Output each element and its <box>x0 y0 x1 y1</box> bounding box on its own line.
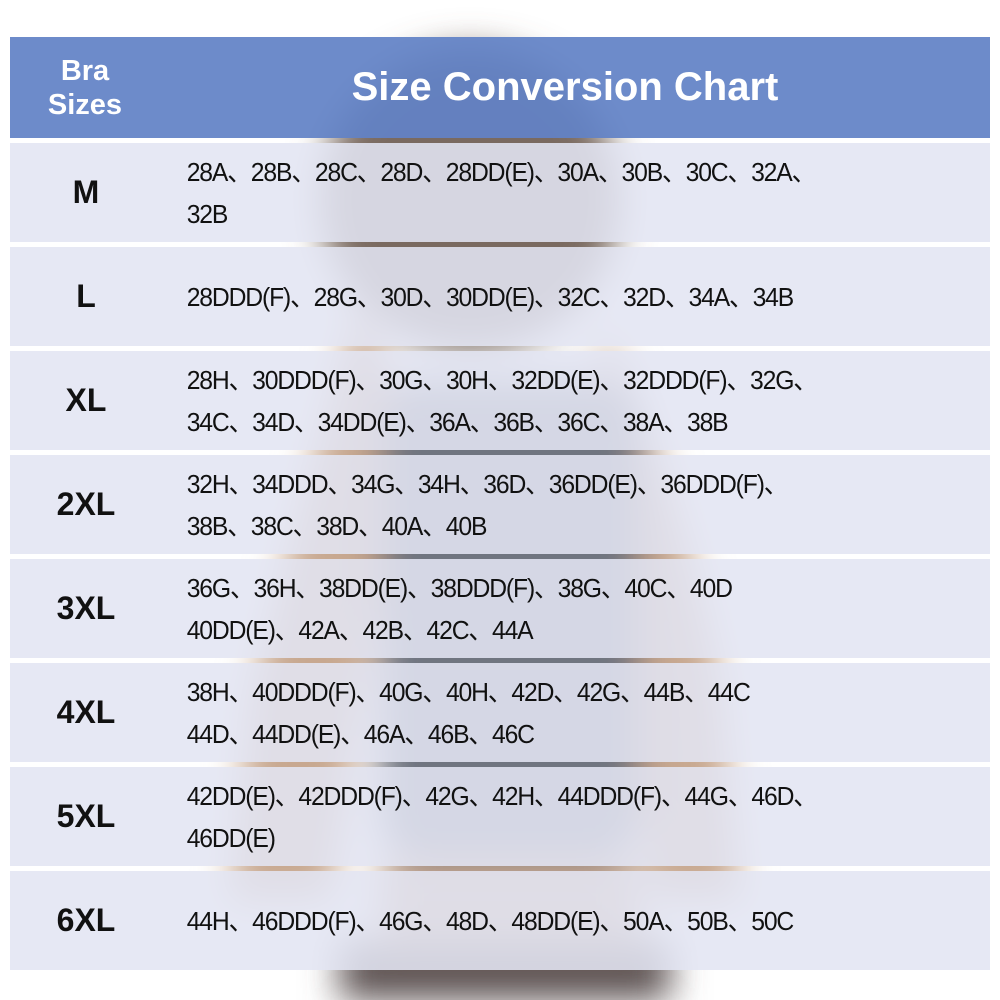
bra-size-list: 28H、30DDD(F)、30G、30H、32DD(E)、32DDD(F)、32… <box>162 359 818 443</box>
bra-size-line: 42DD(E)、42DDD(F)、42G、42H、44DDD(F)、44G、46… <box>186 780 818 811</box>
bra-size-line: 32B <box>186 198 229 229</box>
bra-size-line: 32H、34DDD、34G、34H、36D、36DD(E)、36DDD(F)、 <box>186 468 789 499</box>
table-row: 2XL 32H、34DDD、34G、34H、36D、36DD(E)、36DDD(F… <box>10 455 990 554</box>
size-conversion-table: Bra Sizes Size Conversion Chart M 28A、28B… <box>10 37 990 970</box>
bra-size-line: 28DDD(F)、28G、30D、30DD(E)、32C、32D、34A、34B <box>186 281 795 312</box>
size-label: 2XL <box>56 486 116 522</box>
size-label: XL <box>65 382 107 418</box>
bra-size-line: 36G、36H、38DD(E)、38DDD(F)、38G、40C、40D <box>186 572 733 603</box>
bra-size-line: 38H、40DDD(F)、40G、40H、42D、42G、44B、44C <box>186 676 751 707</box>
table-header: Bra Sizes Size Conversion Chart <box>10 37 990 138</box>
bra-size-line: 40DD(E)、42A、42B、42C、44A <box>186 614 534 645</box>
size-label: L <box>76 278 96 314</box>
table-row: L 28DDD(F)、28G、30D、30DD(E)、32C、32D、34A、34… <box>10 247 990 346</box>
size-label: 4XL <box>56 694 116 730</box>
table-row: 3XL 36G、36H、38DD(E)、38DDD(F)、38G、40C、40D 4… <box>10 559 990 658</box>
bra-size-line: 28A、28B、28C、28D、28DD(E)、30A、30B、30C、32A、 <box>186 156 817 187</box>
bra-size-list: 44H、46DDD(F)、46G、48D、48DD(E)、50A、50B、50C <box>162 900 795 942</box>
bra-size-list: 32H、34DDD、34G、34H、36D、36DD(E)、36DDD(F)、 3… <box>162 463 789 547</box>
bra-size-line: 38B、38C、38D、40A、40B <box>186 510 488 541</box>
size-label: 5XL <box>56 798 116 834</box>
bra-size-line: 28H、30DDD(F)、30G、30H、32DD(E)、32DDD(F)、32… <box>186 364 818 395</box>
bra-sizes-header: Bra Sizes <box>10 54 160 122</box>
table-row: 4XL 38H、40DDD(F)、40G、40H、42D、42G、44B、44C 4… <box>10 663 990 762</box>
bra-size-list: 38H、40DDD(F)、40G、40H、42D、42G、44B、44C 44D、… <box>162 671 751 755</box>
bra-size-list: 28DDD(F)、28G、30D、30DD(E)、32C、32D、34A、34B <box>162 276 795 318</box>
table-row: 5XL 42DD(E)、42DDD(F)、42G、42H、44DDD(F)、44G… <box>10 767 990 866</box>
table-row: 6XL 44H、46DDD(F)、46G、48D、48DD(E)、50A、50B、… <box>10 871 990 970</box>
size-label: 6XL <box>56 902 116 938</box>
size-label: M <box>72 174 100 210</box>
table-row: M 28A、28B、28C、28D、28DD(E)、30A、30B、30C、32A… <box>10 143 990 242</box>
chart-title: Size Conversion Chart <box>351 65 779 109</box>
header-label-line1: Bra <box>60 54 110 87</box>
bra-size-line: 44D、44DD(E)、46A、46B、46C <box>186 718 535 749</box>
bra-size-line: 34C、34D、34DD(E)、36A、36B、36C、38A、38B <box>186 406 729 437</box>
bra-size-line: 46DD(E) <box>186 822 276 853</box>
bra-size-list: 42DD(E)、42DDD(F)、42G、42H、44DDD(F)、44G、46… <box>162 775 818 859</box>
bra-size-list: 36G、36H、38DD(E)、38DDD(F)、38G、40C、40D 40DD… <box>162 567 733 651</box>
bra-size-list: 28A、28B、28C、28D、28DD(E)、30A、30B、30C、32A、… <box>162 151 817 235</box>
bra-size-line: 44H、46DDD(F)、46G、48D、48DD(E)、50A、50B、50C <box>186 905 795 936</box>
size-label: 3XL <box>56 590 116 626</box>
table-row: XL 28H、30DDD(F)、30G、30H、32DD(E)、32DDD(F)、… <box>10 351 990 450</box>
header-label-line2: Sizes <box>47 88 123 121</box>
